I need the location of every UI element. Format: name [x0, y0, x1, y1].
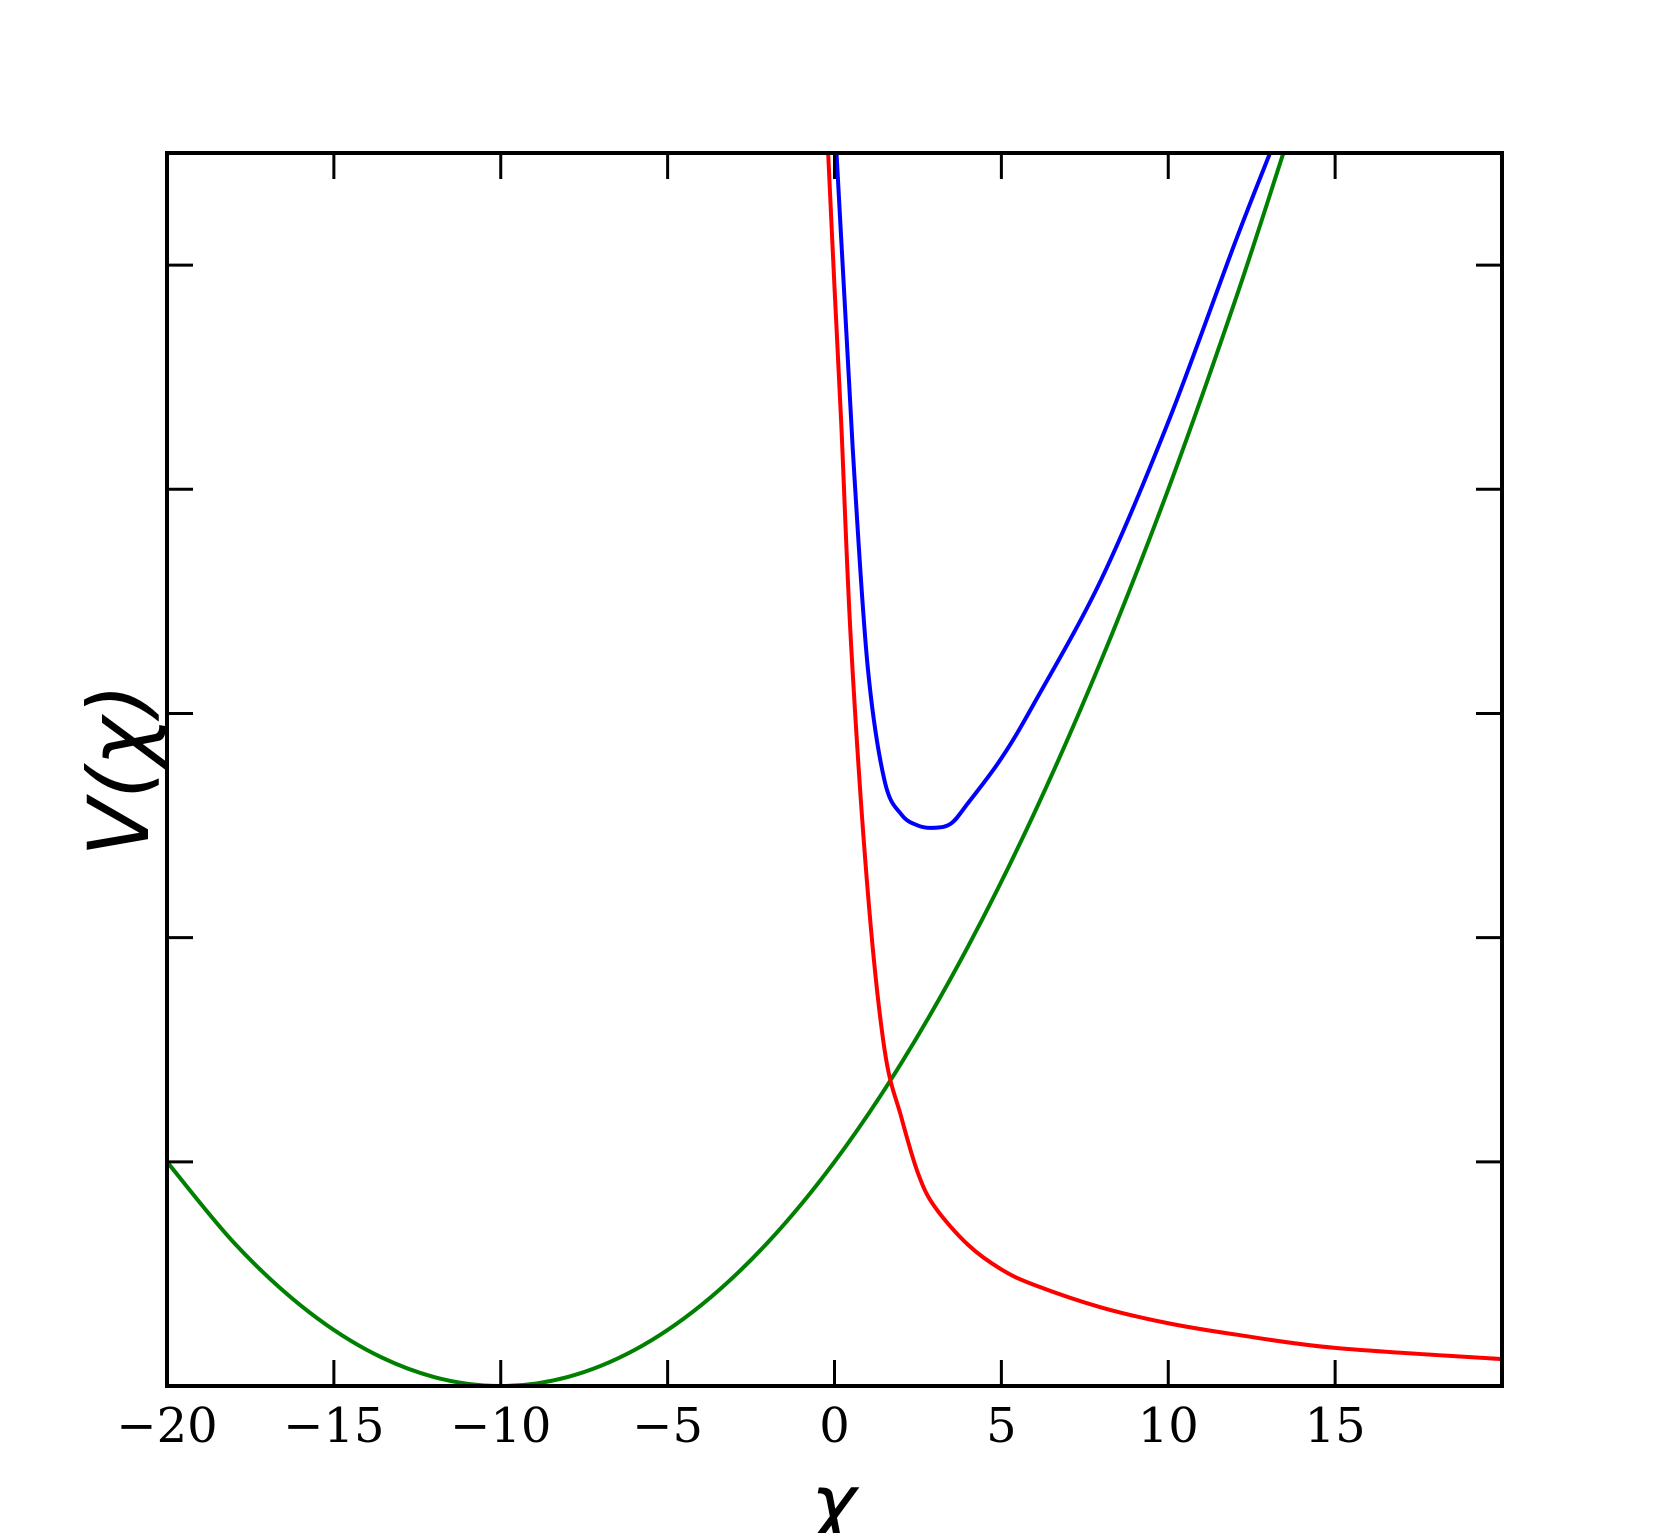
data-line — [826, 153, 1502, 1362]
data-line — [167, 153, 1286, 1386]
x-tick-label: 5 — [986, 1398, 1017, 1454]
x-tick-label: −20 — [116, 1398, 217, 1454]
x-tick-label: 15 — [1305, 1398, 1366, 1454]
plot-frame — [165, 151, 1504, 1388]
x-tick-label: −10 — [450, 1398, 551, 1454]
y-axis-label: V(χ) — [70, 684, 168, 857]
x-axis-label: χ — [807, 1459, 860, 1533]
x-tick-label: −15 — [283, 1398, 384, 1454]
x-tick-label: 10 — [1138, 1398, 1199, 1454]
data-line — [834, 153, 1272, 830]
x-tick-label: 0 — [819, 1398, 850, 1454]
x-tick-label: −5 — [632, 1398, 703, 1454]
plot-area — [167, 153, 1502, 1386]
